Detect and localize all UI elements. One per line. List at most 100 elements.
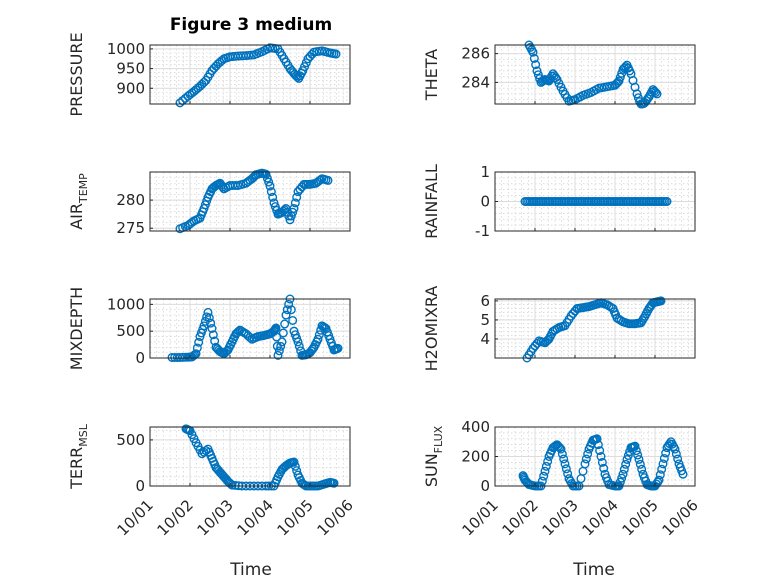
y-axis-label: SUNFLUX [422,425,445,487]
data-point [203,307,213,317]
data-point [621,459,631,469]
data-point [286,305,296,315]
data-point [619,464,629,474]
data-point [294,341,304,351]
data-point [595,446,605,456]
axis-frame [494,44,696,105]
y-tick-label: 1000 [107,40,145,58]
data-point [290,461,300,471]
data-point [266,187,276,197]
data-point [208,330,218,340]
data-point [268,192,278,202]
data-point [537,476,547,486]
axis-frame [149,44,351,105]
y-tick-label: 284 [461,73,490,91]
x-tick-label: 10/03 [539,496,582,539]
data-point [659,453,669,463]
data-point [671,449,681,459]
data-point [333,343,343,353]
y-tick-label: 500 [116,431,145,449]
data-point [559,454,569,464]
data-point [593,440,603,450]
data-point [613,77,623,87]
axis-frame [494,298,696,359]
data-point [543,456,553,466]
data-point [540,466,550,476]
data-point [232,328,242,338]
data-point [307,49,317,59]
data-point [284,299,294,309]
x-tick-label: 10/02 [499,496,542,539]
y-tick-label: 0 [135,477,145,495]
data-point [632,89,642,99]
y-tick-label: 0 [135,349,145,367]
x-tick-label: 10/04 [234,496,277,539]
data-point [614,76,624,86]
data-point [280,319,290,329]
data-point [194,337,204,347]
data-point [617,473,627,483]
data-point [308,344,318,354]
data-point [630,441,640,451]
data-point [557,449,567,459]
y-axis-label: AIRTEMP [67,173,90,230]
data-point [623,451,633,461]
data-point [670,444,680,454]
data-point [529,53,539,63]
data-point [656,296,666,306]
data-point [532,66,542,76]
data-point [553,441,563,451]
data-point [541,461,551,471]
data-point [265,181,275,191]
y-tick-label: 1 [480,163,490,181]
data-point [207,324,217,334]
data-point [280,205,290,215]
data-point [531,60,541,70]
data-point [175,98,185,108]
subplot-theta: 284 286 THETA [422,40,696,109]
data-point [678,469,688,479]
data-point [291,71,301,81]
data-point [320,323,330,333]
y-tick-label: 5 [480,311,490,329]
data-point [635,459,645,469]
data-point [617,68,627,78]
data-point [592,434,602,444]
y-tick-label: 200 [461,448,490,466]
data-point [622,454,632,464]
data-point [561,464,571,474]
x-tick-label: 10/05 [619,496,662,539]
data-point [273,350,283,360]
data-point [282,305,292,315]
subplot-sun-flux: 0 200 400 SUNFLUX [422,418,696,495]
y-axis-label: PRESSURE [67,32,86,116]
data-point [537,76,547,86]
data-point [580,459,590,469]
data-point [278,206,288,216]
data-point [657,464,667,474]
axis-frame [149,298,351,359]
x-tick-label: 10/06 [314,496,357,539]
data-point [651,87,661,97]
data-point [206,318,216,328]
data-point [192,343,202,353]
data-point [289,457,299,467]
data-point [227,480,237,490]
subplot-terr-msl: 0 500 TERRMSL [67,423,351,495]
y-tick-label: -1 [475,222,490,240]
data-point [596,452,606,462]
y-tick-label: 400 [461,418,490,436]
data-point [272,332,282,342]
x-tick-label: 10/01 [459,496,502,539]
data-point [654,475,664,485]
data-point [652,89,662,99]
data-point [633,450,643,460]
data-point [314,330,324,340]
y-tick-label: 900 [116,79,145,97]
data-point [618,469,628,479]
x-axis-label-left: Time [229,560,272,580]
y-axis-label: RAINFALL [422,164,441,239]
axis-frame [149,171,351,232]
